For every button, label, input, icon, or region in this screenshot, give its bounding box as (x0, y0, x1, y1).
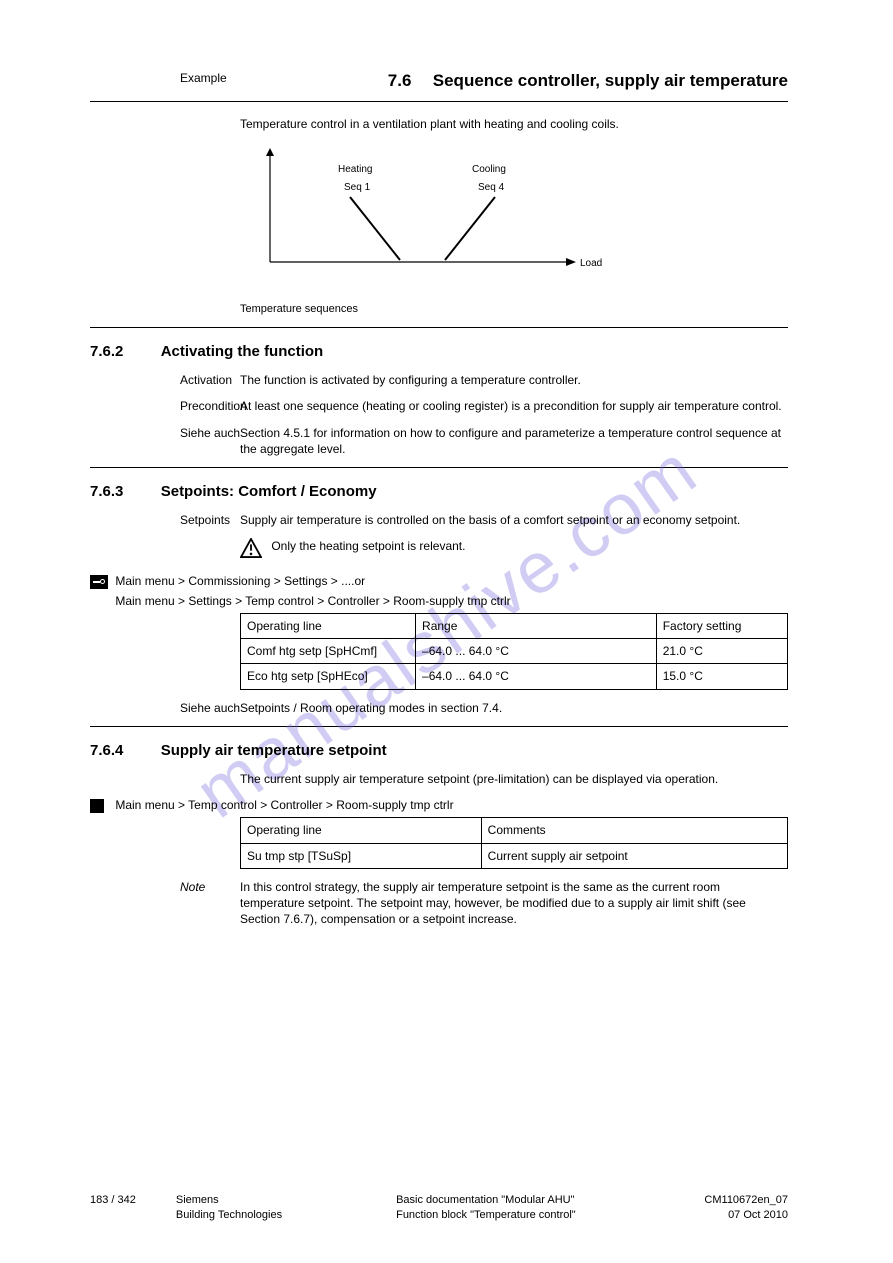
warning-icon (240, 538, 262, 562)
seq4-label: Seq 4 (478, 182, 505, 193)
sub-763-para1: Supply air temperature is controlled on … (240, 512, 788, 528)
footer-company: Siemens (176, 1193, 396, 1208)
sub-762: 7.6.2 Activating the function Activation… (90, 342, 788, 457)
menu-icon (90, 799, 104, 813)
col-h3: Factory setting (656, 613, 787, 638)
table-row: Comf htg setp [SpHCmf] –64.0 ... 64.0 °C… (241, 639, 788, 664)
footer-date: 07 Oct 2010 (704, 1208, 788, 1223)
warning-text: Only the heating setpoint is relevant. (271, 539, 465, 553)
section-header: Example 7.6 Sequence controller, supply … (90, 70, 788, 102)
siehe-763-text: Setpoints / Room operating modes in sect… (240, 700, 788, 716)
sub-764-title: Supply air temperature setpoint (161, 742, 387, 759)
cell: –64.0 ... 64.0 °C (416, 639, 657, 664)
heating-line (350, 197, 400, 260)
sub-764-text: The current supply air temperature setpo… (240, 771, 788, 787)
cell: 21.0 °C (656, 639, 787, 664)
table-row: Eco htg setp [SpHEco] –64.0 ... 64.0 °C … (241, 664, 788, 689)
key-icon (90, 575, 108, 589)
note-label: Note (180, 879, 315, 895)
chart-caption: Temperature sequences (240, 302, 788, 317)
precondition-text: At least one sequence (heating or coolin… (240, 398, 788, 414)
sub-764-head: 7.6.4 Supply air temperature setpoint (90, 741, 788, 761)
table-763-wrap: Operating line Range Factory setting Com… (240, 613, 788, 690)
sub-762-number: 7.6.2 (90, 343, 123, 360)
sequence-chart: Manipulated variable 3124D06en Load Heat… (240, 142, 640, 292)
example-text: Temperature control in a ventilation pla… (240, 116, 788, 132)
footer-center2: Building Technologies (176, 1208, 396, 1223)
cell: Su tmp stp [TSuSp] (241, 843, 482, 868)
path-763-2: Main menu > Settings > Temp control > Co… (90, 593, 788, 609)
sub-764-number: 7.6.4 (90, 742, 123, 759)
rule (90, 101, 788, 102)
col-h2: Range (416, 613, 657, 638)
cell: Comf htg setp [SpHCmf] (241, 639, 416, 664)
siehe-762-label: Siehe auch (180, 425, 315, 441)
example-block: Temperature control in a ventilation pla… (240, 116, 788, 317)
path-764: Main menu > Temp control > Controller > … (90, 797, 788, 813)
table-764-wrap: Operating line Comments Su tmp stp [TSuS… (240, 817, 788, 868)
rule (90, 467, 788, 468)
footer-mid: Basic documentation "Modular AHU" Functi… (396, 1193, 704, 1223)
sub-762-title: Activating the function (161, 343, 324, 360)
page: manualshive.com Example 7.6 Sequence con… (0, 0, 893, 1263)
activation-label: Activation (180, 372, 315, 388)
sub-763: 7.6.3 Setpoints: Comfort / Economy Setpo… (90, 482, 788, 716)
note-text: In this control strategy, the supply air… (240, 879, 788, 928)
footer-center: Siemens Building Technologies (176, 1193, 396, 1223)
sub-763-title: Setpoints: Comfort / Economy (161, 483, 377, 500)
col-h1: Operating line (241, 818, 482, 843)
cooling-label: Cooling (472, 164, 506, 175)
footer-code: CM110672en_07 (704, 1193, 788, 1208)
example-label: Example (180, 70, 315, 86)
siehe-763-label: Siehe auch (180, 700, 315, 716)
path-763-text-2: Main menu > Settings > Temp control > Co… (115, 594, 510, 608)
rule (90, 726, 788, 727)
table-row: Operating line Comments (241, 818, 788, 843)
activation-text: The function is activated by configuring… (240, 372, 788, 388)
footer-right-sub: Function block "Temperature control" (396, 1208, 704, 1223)
footer-right-top: Basic documentation "Modular AHU" (396, 1193, 704, 1208)
path-764-text: Main menu > Temp control > Controller > … (115, 798, 453, 812)
sub-764: 7.6.4 Supply air temperature setpoint Th… (90, 741, 788, 928)
cell: 15.0 °C (656, 664, 787, 689)
y-axis-arrow (266, 148, 274, 156)
footer-left: 183 / 342 (90, 1193, 136, 1223)
cell: Eco htg setp [SpHEco] (241, 664, 416, 689)
sub-762-head: 7.6.2 Activating the function (90, 342, 788, 362)
warning-row: Only the heating setpoint is relevant. (240, 538, 788, 562)
heating-label: Heating (338, 164, 372, 175)
table-row: Operating line Range Factory setting (241, 613, 788, 638)
x-axis-arrow (566, 258, 576, 266)
supply-table: Operating line Comments Su tmp stp [TSuS… (240, 817, 788, 868)
path-763-1: Main menu > Commissioning > Settings > .… (90, 573, 788, 589)
col-h2: Comments (481, 818, 787, 843)
setpoints-label: Setpoints (180, 512, 315, 528)
cell: Current supply air setpoint (481, 843, 787, 868)
seq1-label: Seq 1 (344, 182, 371, 193)
rule (90, 327, 788, 328)
siehe-762-text: Section 4.5.1 for information on how to … (240, 425, 788, 457)
sub-763-head: 7.6.3 Setpoints: Comfort / Economy (90, 482, 788, 502)
section-number: 7.6 (388, 71, 412, 90)
cooling-line (445, 197, 495, 260)
table-row: Su tmp stp [TSuSp] Current supply air se… (241, 843, 788, 868)
sub-763-number: 7.6.3 (90, 483, 123, 500)
footer-right: CM110672en_07 07 Oct 2010 (704, 1193, 788, 1223)
path-763-text-1: Main menu > Commissioning > Settings > .… (115, 574, 365, 588)
col-h1: Operating line (241, 613, 416, 638)
page-footer: 183 / 342 Siemens Building Technologies … (90, 1193, 788, 1223)
precondition-label: Precondition (180, 398, 315, 414)
cell: –64.0 ... 64.0 °C (416, 664, 657, 689)
setpoints-table: Operating line Range Factory setting Com… (240, 613, 788, 690)
section-title: Sequence controller, supply air temperat… (433, 71, 788, 90)
x-axis-label: Load (580, 258, 602, 269)
